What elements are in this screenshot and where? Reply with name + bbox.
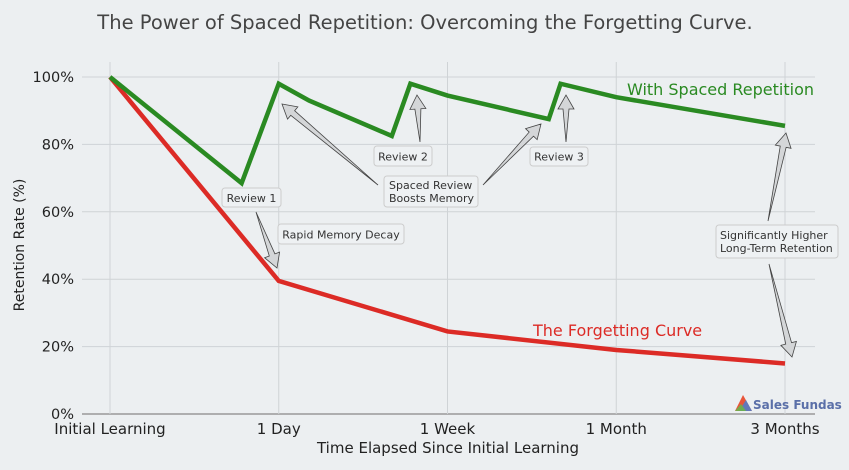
x-tick-label: 1 Week xyxy=(420,420,476,438)
annotation-arrow xyxy=(409,94,427,143)
y-tick-label: 100% xyxy=(33,70,74,86)
x-tick-label: 1 Month xyxy=(586,420,647,438)
svg-text:Rapid Memory Decay: Rapid Memory Decay xyxy=(282,229,400,242)
annotation-arrow xyxy=(281,103,379,186)
y-tick-label: 0% xyxy=(51,407,74,423)
series-lines xyxy=(108,75,786,366)
legend-label-spaced: With Spaced Repetition xyxy=(627,80,814,99)
annotation-higher-retention: Significantly Higher Long-Term Retention xyxy=(715,224,839,259)
svg-text:Boosts Memory: Boosts Memory xyxy=(389,192,475,205)
annotation-arrows xyxy=(255,94,797,358)
annotation-review-2: Review 2 xyxy=(373,145,433,167)
forgetting-curve-line xyxy=(108,75,786,366)
annotation-arrow xyxy=(482,123,542,186)
annotation-review-3: Review 3 xyxy=(529,146,589,167)
svg-text:Review 3: Review 3 xyxy=(534,151,584,164)
svg-text:Review 1: Review 1 xyxy=(227,192,277,205)
annotation-arrow xyxy=(557,94,575,143)
x-ticks: Initial Learning 1 Day 1 Week 1 Month 3 Mont… xyxy=(54,420,819,438)
annotation-spaced-review: Spaced Review Boosts Memory xyxy=(383,175,479,208)
annotation-arrow xyxy=(767,132,792,222)
x-axis-label: Time Elapsed Since Initial Learning xyxy=(316,439,579,457)
y-axis-label: Retention Rate (%) xyxy=(12,179,28,312)
svg-text:Long-Term Retention: Long-Term Retention xyxy=(720,242,833,255)
annotation-review-1: Review 1 xyxy=(221,187,282,208)
x-tick-label: 3 Months xyxy=(750,420,819,438)
x-tick-label: Initial Learning xyxy=(54,420,165,438)
annotation-arrow xyxy=(768,263,797,358)
chart-title: The Power of Spaced Repetition: Overcomi… xyxy=(96,11,752,34)
y-ticks: 0% 20% 40% 60% 80% 100% xyxy=(33,70,74,423)
svg-text:Review 2: Review 2 xyxy=(378,151,428,164)
spaced-repetition-line xyxy=(108,75,786,187)
y-tick-label: 40% xyxy=(42,272,74,288)
svg-text:Spaced Review: Spaced Review xyxy=(389,179,472,192)
logo: Sales Fundas xyxy=(735,395,842,412)
y-tick-label: 60% xyxy=(42,205,74,221)
annotation-rapid-decay: Rapid Memory Decay xyxy=(277,223,405,245)
grid xyxy=(82,62,815,415)
x-tick-label: 1 Day xyxy=(257,420,301,438)
svg-text:Sales Fundas: Sales Fundas xyxy=(753,398,842,412)
svg-text:Significantly Higher: Significantly Higher xyxy=(720,229,828,242)
y-tick-label: 80% xyxy=(42,137,74,153)
legend-label-forgetting: The Forgetting Curve xyxy=(532,321,702,340)
annotation-arrow xyxy=(255,211,281,269)
y-tick-label: 20% xyxy=(42,340,74,356)
